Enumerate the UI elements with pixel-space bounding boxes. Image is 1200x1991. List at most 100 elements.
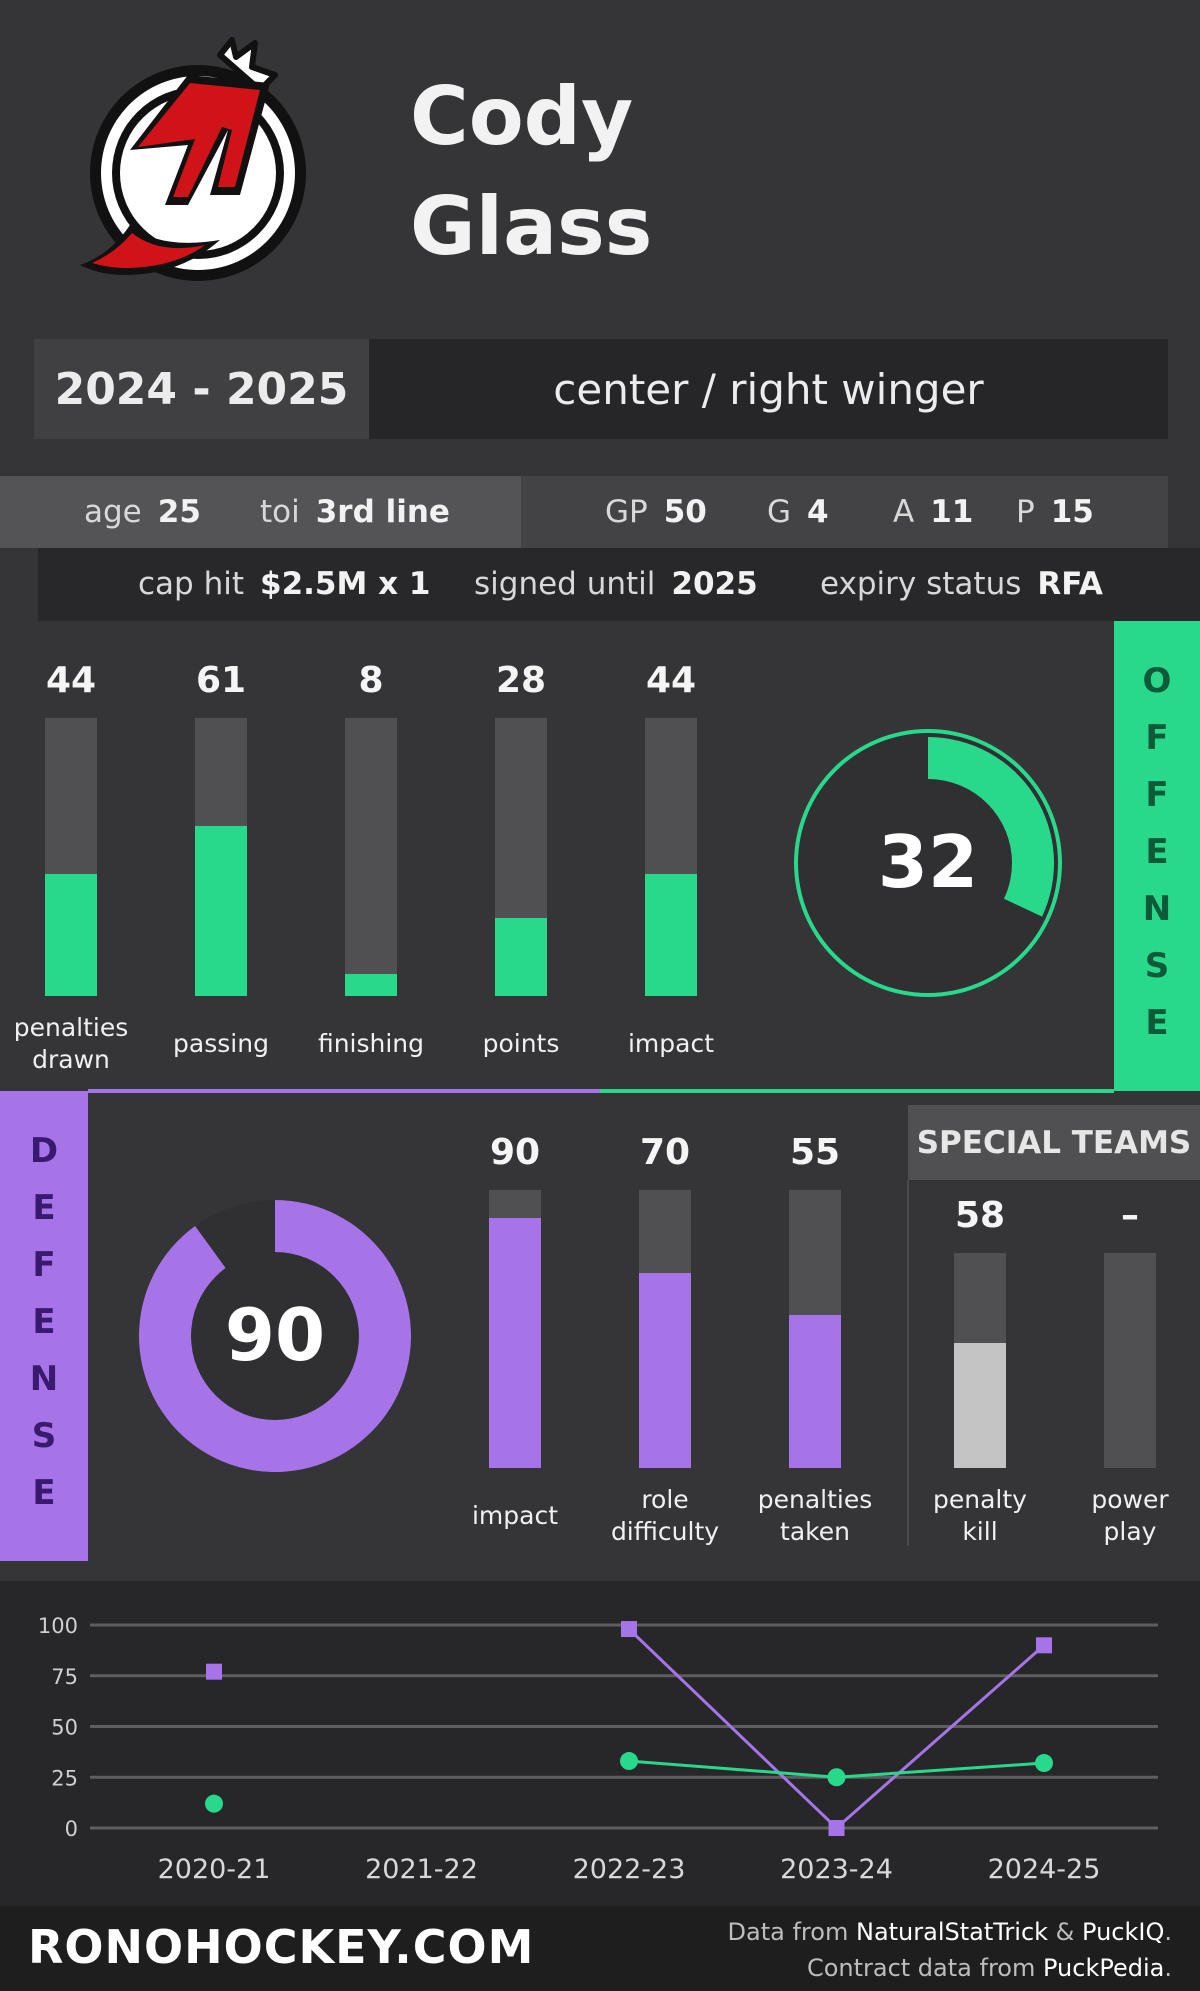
special-teams-title: SPECIAL TEAMS [908,1105,1200,1180]
points-label: P [1016,494,1035,530]
special-teams-bar-label-line: penalty [933,1485,1027,1514]
defense-ring: 90 [137,1198,413,1474]
offense-bar-fill [645,873,697,996]
trend-chart-panel: 0 25 50 75 100 2020-21 2021-22 2022-23 2023-24 20… [0,1581,1200,1906]
naturalstattrick-link[interactable]: NaturalStatTrick [855,1918,1049,1946]
puckiq-link[interactable]: PuckIQ [1082,1918,1165,1946]
assists-value: 11 [930,494,974,530]
x-tick-label: 2020-21 [158,1854,271,1885]
age-label: age [84,494,142,530]
age-stat: age 25 [84,494,201,530]
signed-until-stat: signed until 2025 [474,566,758,602]
y-tick-label: 50 [51,1716,78,1740]
offense-bar-label: finishing [291,1028,451,1060]
gp-value: 50 [663,494,707,530]
gp-label: GP [605,494,648,530]
defense-bar-value: 70 [639,1132,691,1173]
defense-side-letter: D [29,1131,59,1171]
expiry-value: RFA [1037,566,1103,602]
signed-until-value: 2025 [671,566,758,602]
team-logo [70,35,330,300]
y-tick-label: 100 [38,1614,78,1638]
series-point [1036,1637,1052,1654]
offense-bar-track [645,718,697,996]
defense-side-letter: F [32,1245,56,1285]
offense-ring-value: 32 [878,820,978,904]
player-first-name: Cody [410,70,634,163]
offense-bar-value: 8 [358,660,384,701]
special-teams-bar-label-line: power [1091,1485,1169,1514]
goals-label: G [767,494,792,530]
defense-side-letter: S [31,1416,57,1456]
offense-ring: 32 [790,725,1066,1001]
series-point [205,1794,223,1813]
offense-bar-track [45,718,97,996]
defense-bar-track [489,1190,541,1468]
special-teams-bar-track [954,1253,1006,1468]
series-point [1035,1754,1053,1773]
special-teams-bar-label-line: kill [962,1517,998,1546]
offense-bar-label-line: points [482,1029,560,1058]
offense-side-letter: N [1142,889,1172,929]
points-value: 15 [1050,494,1094,530]
defense-side-letter: E [32,1188,56,1228]
offense-bar-label: penalties drawn [0,1012,151,1076]
trend-chart: 0 25 50 75 100 2020-21 2021-22 2022-23 2023-24 20… [38,1614,1158,1885]
defense-bar-track [789,1190,841,1468]
offense-side-letter: O [1142,661,1172,701]
cap-hit-stat: cap hit $2.5M x 1 [138,566,431,602]
points-stat: P 15 [1016,494,1094,530]
series-point [828,1820,845,1836]
offense-bar-fill [345,973,397,996]
contract-credit: Contract data from PuckPedia. [807,1954,1172,1982]
defense-bar-track [639,1190,691,1468]
y-tick-label: 75 [51,1665,78,1689]
data-credit-amp: & [1055,1918,1075,1946]
defense-bar-fill [639,1273,691,1468]
offense-bar-fill [45,873,97,996]
expiry-stat: expiry status RFA [820,566,1103,602]
defense-bar-fill [489,1217,541,1468]
defense-side-letter: N [29,1359,59,1399]
defense-bar-label-line: taken [780,1517,850,1546]
expiry-label: expiry status [820,566,1022,602]
toi-label: toi [260,494,300,530]
section-divider-offense [600,1089,1114,1093]
offense-bar-value: 44 [645,660,697,701]
offense-side-letter: S [1144,946,1170,986]
special-teams-bar-value: 58 [954,1195,1006,1236]
data-credit-end: . [1164,1918,1172,1946]
offense-bar-label-line: drawn [32,1045,110,1074]
offense-side-letter: E [1145,1003,1169,1043]
series-line [627,1627,1045,1831]
x-tick-label: 2023-24 [780,1854,893,1885]
position-label: center / right winger [369,339,1168,439]
offense-bar-value: 44 [45,660,97,701]
brand-name: RONOHOCKEY.COM [28,1920,535,1974]
x-tick-label: 2024-25 [988,1854,1101,1885]
special-teams-bar-fill [954,1343,1006,1468]
special-teams-bar-label: power play [1050,1484,1200,1548]
signed-until-label: signed until [474,566,656,602]
puckpedia-link[interactable]: PuckPedia [1043,1954,1165,1982]
series-point [621,1621,637,1638]
defense-bar-value: 90 [489,1132,541,1173]
cap-hit-value: $2.5M x 1 [260,566,431,602]
data-credit-prefix: Data from [727,1918,849,1946]
special-teams-bar-label-line: play [1103,1517,1157,1546]
special-teams-bar-track [1104,1253,1156,1468]
offense-bar-label: points [441,1028,601,1060]
contract-credit-prefix: Contract data from [806,1954,1036,1982]
offense-bar-value: 61 [195,660,247,701]
series-point [827,1768,846,1787]
y-tick-label: 25 [51,1766,78,1790]
toi-value: 3rd line [315,494,450,530]
defense-bar-label: role difficulty [585,1484,745,1548]
contract-credit-end: . [1164,1954,1172,1982]
special-teams-divider [907,1180,909,1546]
goals-value: 4 [807,494,829,530]
